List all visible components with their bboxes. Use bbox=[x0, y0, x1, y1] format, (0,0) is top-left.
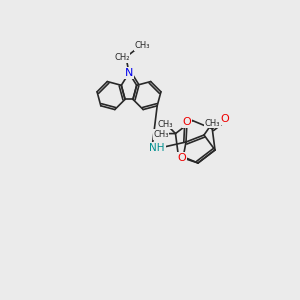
Text: O: O bbox=[220, 114, 229, 124]
Text: CH₂: CH₂ bbox=[114, 53, 130, 62]
Text: O: O bbox=[178, 153, 186, 163]
Text: CH₃: CH₃ bbox=[158, 120, 173, 129]
Text: CH₃: CH₃ bbox=[153, 130, 169, 139]
Text: CH₃: CH₃ bbox=[134, 41, 150, 50]
Text: N: N bbox=[125, 68, 133, 78]
Text: NH: NH bbox=[149, 143, 165, 153]
Text: CH₃: CH₃ bbox=[205, 118, 220, 127]
Text: O: O bbox=[183, 117, 191, 127]
